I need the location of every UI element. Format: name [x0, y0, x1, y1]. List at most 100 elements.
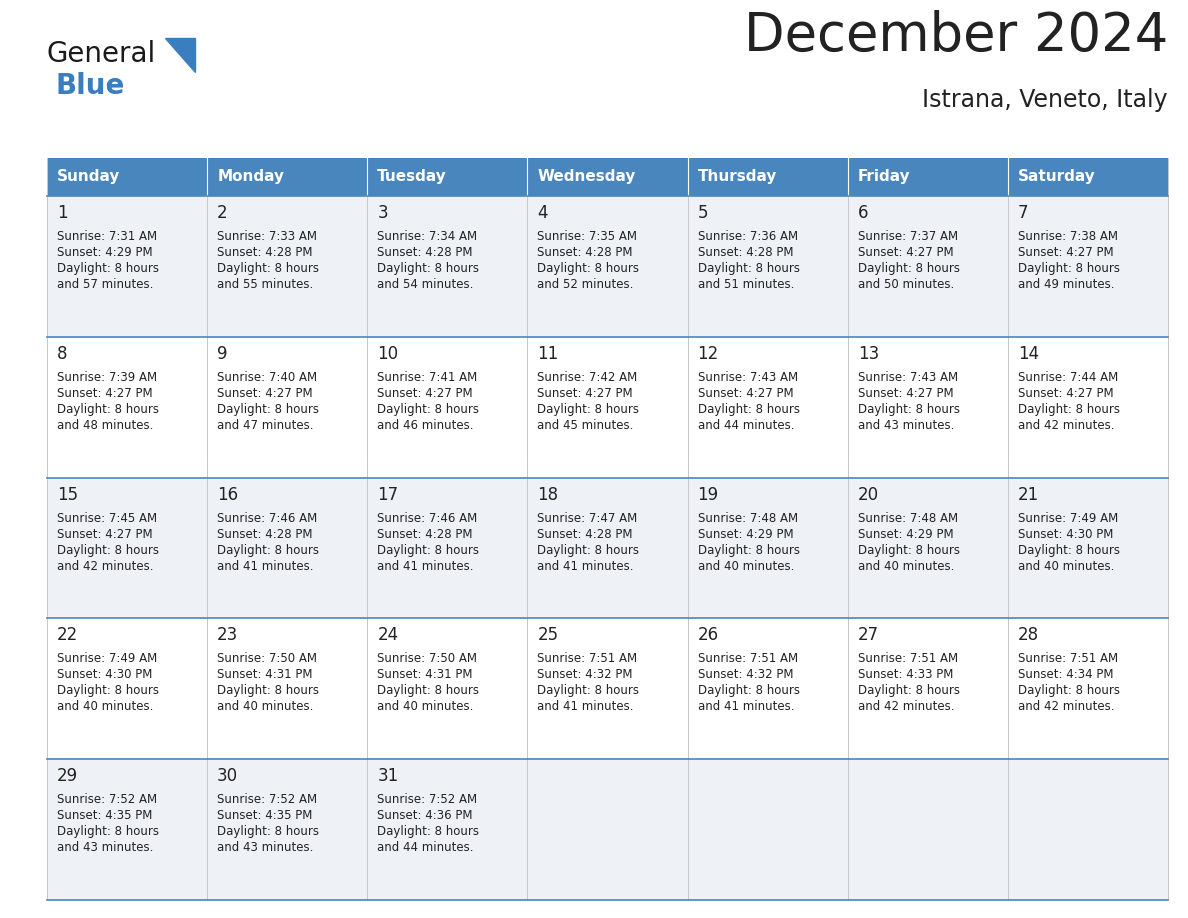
Text: Sunset: 4:27 PM: Sunset: 4:27 PM	[537, 386, 633, 400]
Bar	[48, 619, 1168, 759]
Text: Daylight: 8 hours: Daylight: 8 hours	[57, 825, 159, 838]
Text: 16: 16	[217, 486, 239, 504]
Text: Sunrise: 7:46 AM: Sunrise: 7:46 AM	[378, 511, 478, 524]
Text: Daylight: 8 hours: Daylight: 8 hours	[217, 403, 320, 416]
Text: Daylight: 8 hours: Daylight: 8 hours	[57, 403, 159, 416]
Text: and 41 minutes.: and 41 minutes.	[697, 700, 794, 713]
Text: Sunset: 4:36 PM: Sunset: 4:36 PM	[378, 809, 473, 823]
Text: Daylight: 8 hours: Daylight: 8 hours	[378, 543, 479, 556]
Text: Sunset: 4:34 PM: Sunset: 4:34 PM	[1018, 668, 1113, 681]
Text: 22: 22	[57, 626, 78, 644]
Text: and 54 minutes.: and 54 minutes.	[378, 278, 474, 291]
Text: 21: 21	[1018, 486, 1040, 504]
Text: and 42 minutes.: and 42 minutes.	[1018, 419, 1114, 431]
Text: Sunset: 4:31 PM: Sunset: 4:31 PM	[217, 668, 312, 681]
Text: 10: 10	[378, 345, 398, 363]
Text: Daylight: 8 hours: Daylight: 8 hours	[1018, 685, 1120, 698]
Text: Sunrise: 7:34 AM: Sunrise: 7:34 AM	[378, 230, 478, 243]
Text: and 40 minutes.: and 40 minutes.	[858, 560, 954, 573]
Bar	[48, 196, 1168, 337]
Text: Sunrise: 7:48 AM: Sunrise: 7:48 AM	[858, 511, 958, 524]
Text: and 41 minutes.: and 41 minutes.	[378, 560, 474, 573]
Text: Daylight: 8 hours: Daylight: 8 hours	[858, 403, 960, 416]
Text: 17: 17	[378, 486, 398, 504]
Text: 9: 9	[217, 345, 228, 363]
Text: Daylight: 8 hours: Daylight: 8 hours	[537, 685, 639, 698]
Text: Daylight: 8 hours: Daylight: 8 hours	[537, 403, 639, 416]
Text: Sunrise: 7:51 AM: Sunrise: 7:51 AM	[537, 653, 638, 666]
Text: Sunset: 4:28 PM: Sunset: 4:28 PM	[217, 528, 312, 541]
Text: Sunrise: 7:37 AM: Sunrise: 7:37 AM	[858, 230, 958, 243]
Bar	[1007, 158, 1168, 196]
Text: Daylight: 8 hours: Daylight: 8 hours	[858, 543, 960, 556]
Text: Sunset: 4:33 PM: Sunset: 4:33 PM	[858, 668, 953, 681]
Text: Sunrise: 7:43 AM: Sunrise: 7:43 AM	[697, 371, 797, 384]
Text: 30: 30	[217, 767, 239, 785]
Text: and 42 minutes.: and 42 minutes.	[858, 700, 954, 713]
Text: Sunset: 4:27 PM: Sunset: 4:27 PM	[697, 386, 794, 400]
Text: Sunset: 4:30 PM: Sunset: 4:30 PM	[57, 668, 152, 681]
Text: and 44 minutes.: and 44 minutes.	[697, 419, 794, 431]
Text: Sunrise: 7:45 AM: Sunrise: 7:45 AM	[57, 511, 157, 524]
Text: Daylight: 8 hours: Daylight: 8 hours	[378, 825, 479, 838]
Text: and 40 minutes.: and 40 minutes.	[1018, 560, 1114, 573]
Text: 4: 4	[537, 204, 548, 222]
Text: and 42 minutes.: and 42 minutes.	[1018, 700, 1114, 713]
Text: Sunset: 4:27 PM: Sunset: 4:27 PM	[378, 386, 473, 400]
Text: Sunrise: 7:38 AM: Sunrise: 7:38 AM	[1018, 230, 1118, 243]
Text: Blue: Blue	[55, 72, 125, 100]
Text: Saturday: Saturday	[1018, 170, 1095, 185]
Text: Daylight: 8 hours: Daylight: 8 hours	[1018, 403, 1120, 416]
Bar	[688, 158, 848, 196]
Text: Sunset: 4:27 PM: Sunset: 4:27 PM	[858, 246, 953, 259]
Polygon shape	[165, 38, 195, 72]
Bar	[48, 477, 1168, 619]
Bar	[48, 158, 207, 196]
Text: Sunset: 4:35 PM: Sunset: 4:35 PM	[217, 809, 312, 823]
Text: Daylight: 8 hours: Daylight: 8 hours	[1018, 543, 1120, 556]
Text: 20: 20	[858, 486, 879, 504]
Text: General: General	[48, 40, 157, 68]
Text: Sunset: 4:27 PM: Sunset: 4:27 PM	[217, 386, 312, 400]
Bar	[527, 158, 688, 196]
Bar	[48, 759, 1168, 900]
Text: and 43 minutes.: and 43 minutes.	[57, 841, 153, 855]
Text: 1: 1	[57, 204, 68, 222]
Text: Daylight: 8 hours: Daylight: 8 hours	[537, 543, 639, 556]
Text: and 57 minutes.: and 57 minutes.	[57, 278, 153, 291]
Text: 6: 6	[858, 204, 868, 222]
Text: Daylight: 8 hours: Daylight: 8 hours	[57, 543, 159, 556]
Bar	[207, 158, 367, 196]
Text: Sunrise: 7:49 AM: Sunrise: 7:49 AM	[57, 653, 157, 666]
Text: Sunset: 4:30 PM: Sunset: 4:30 PM	[1018, 528, 1113, 541]
Text: Daylight: 8 hours: Daylight: 8 hours	[858, 685, 960, 698]
Text: Daylight: 8 hours: Daylight: 8 hours	[378, 262, 479, 275]
Text: Sunrise: 7:46 AM: Sunrise: 7:46 AM	[217, 511, 317, 524]
Text: Daylight: 8 hours: Daylight: 8 hours	[697, 262, 800, 275]
Text: 3: 3	[378, 204, 388, 222]
Text: Daylight: 8 hours: Daylight: 8 hours	[378, 403, 479, 416]
Text: 15: 15	[57, 486, 78, 504]
Text: Sunset: 4:28 PM: Sunset: 4:28 PM	[378, 528, 473, 541]
Text: Monday: Monday	[217, 170, 284, 185]
Text: 8: 8	[57, 345, 68, 363]
Text: Sunrise: 7:36 AM: Sunrise: 7:36 AM	[697, 230, 797, 243]
Text: Sunset: 4:32 PM: Sunset: 4:32 PM	[697, 668, 794, 681]
Text: Daylight: 8 hours: Daylight: 8 hours	[697, 403, 800, 416]
Text: Sunrise: 7:50 AM: Sunrise: 7:50 AM	[217, 653, 317, 666]
Bar	[48, 337, 1168, 477]
Text: 14: 14	[1018, 345, 1040, 363]
Text: Daylight: 8 hours: Daylight: 8 hours	[858, 262, 960, 275]
Text: Sunrise: 7:39 AM: Sunrise: 7:39 AM	[57, 371, 157, 384]
Text: Daylight: 8 hours: Daylight: 8 hours	[697, 685, 800, 698]
Text: Sunset: 4:31 PM: Sunset: 4:31 PM	[378, 668, 473, 681]
Text: Sunrise: 7:50 AM: Sunrise: 7:50 AM	[378, 653, 478, 666]
Text: 11: 11	[537, 345, 558, 363]
Text: Sunrise: 7:40 AM: Sunrise: 7:40 AM	[217, 371, 317, 384]
Text: Sunset: 4:28 PM: Sunset: 4:28 PM	[537, 246, 633, 259]
Text: 7: 7	[1018, 204, 1029, 222]
Text: 27: 27	[858, 626, 879, 644]
Text: Daylight: 8 hours: Daylight: 8 hours	[1018, 262, 1120, 275]
Text: Sunrise: 7:31 AM: Sunrise: 7:31 AM	[57, 230, 157, 243]
Text: Sunset: 4:27 PM: Sunset: 4:27 PM	[1018, 386, 1113, 400]
